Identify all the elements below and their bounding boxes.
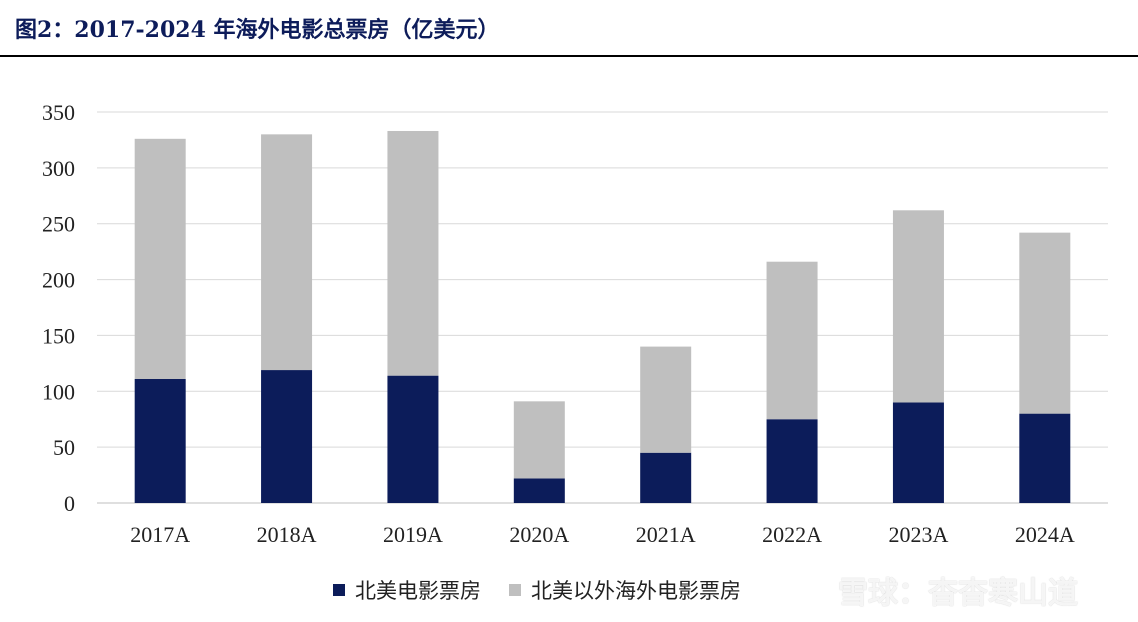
bar-north-america — [513, 478, 565, 503]
y-tick-label: 0 — [64, 491, 75, 516]
bar-overseas — [134, 138, 186, 379]
bar-north-america — [134, 378, 186, 503]
bar-north-america — [1019, 413, 1071, 503]
y-tick-label: 350 — [42, 100, 75, 125]
legend-item-overseas: 北美以外海外电影票房 — [509, 575, 741, 605]
bar-north-america — [640, 452, 692, 503]
chart-title: 图2：2017-2024 年海外电影总票房（亿美元） — [15, 17, 500, 43]
legend-label-north-america: 北美电影票房 — [355, 579, 481, 603]
bar-overseas — [387, 130, 439, 376]
bar-north-america — [766, 419, 818, 503]
bar-overseas — [1019, 232, 1071, 414]
y-tick-label: 300 — [42, 156, 75, 181]
y-tick-label: 100 — [42, 379, 75, 404]
title-divider — [0, 55, 1138, 57]
y-tick-label: 50 — [53, 435, 75, 460]
legend-swatch-north-america — [333, 584, 345, 596]
y-tick-label: 250 — [42, 212, 75, 237]
bar-overseas — [261, 134, 313, 371]
bar-north-america — [387, 375, 439, 503]
bar-overseas — [892, 210, 944, 403]
bar-overseas — [513, 401, 565, 479]
bar-north-america — [261, 370, 313, 503]
y-tick-label: 150 — [42, 323, 75, 348]
legend-item-north-america: 北美电影票房 — [333, 575, 481, 605]
y-tick-label: 200 — [42, 268, 75, 293]
x-tick-label: 2019A — [383, 522, 443, 547]
x-tick-label: 2023A — [888, 522, 948, 547]
bar-north-america — [892, 402, 944, 503]
chart-legend: 北美电影票房 北美以外海外电影票房 — [333, 575, 769, 605]
x-tick-label: 2020A — [509, 522, 569, 547]
legend-swatch-overseas — [509, 584, 521, 596]
watermark: 雪球：杳杳寒山道 — [838, 576, 1078, 611]
x-tick-label: 2017A — [130, 522, 190, 547]
x-tick-label: 2021A — [636, 522, 696, 547]
bar-overseas — [640, 346, 692, 453]
x-tick-label: 2022A — [762, 522, 822, 547]
legend-label-overseas: 北美以外海外电影票房 — [531, 579, 741, 603]
x-tick-label: 2018A — [257, 522, 317, 547]
bar-overseas — [766, 261, 818, 420]
x-tick-label: 2024A — [1015, 522, 1075, 547]
